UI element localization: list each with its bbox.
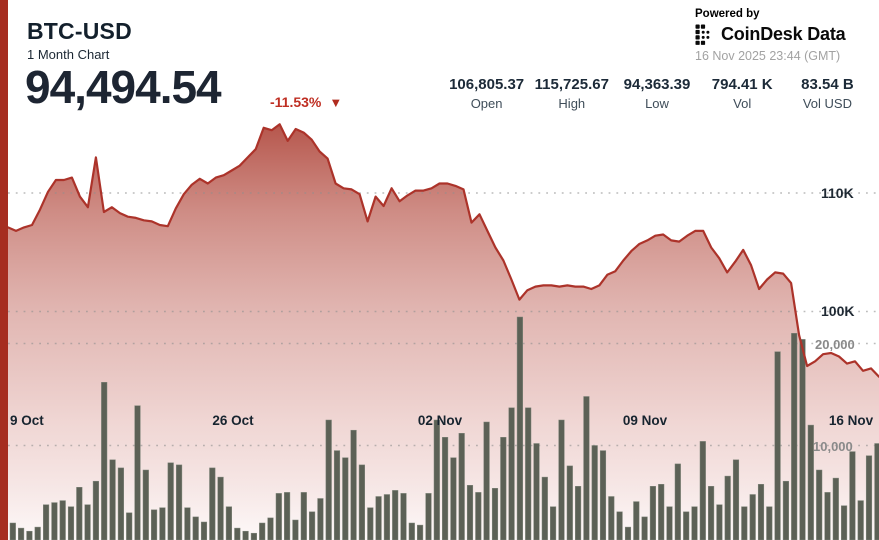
date-tick-02-nov: 02 Nov [417, 413, 463, 428]
stat-vol-usd-label: Vol USD [802, 96, 852, 111]
price-change-percent: -11.53% [270, 94, 322, 110]
brand-block: Powered by CoinDesk Data 16 Nov 2025 2 [695, 8, 875, 63]
price-change: -11.53% ▼ [270, 94, 342, 110]
price-axis-tick-100k: 100K [821, 303, 855, 319]
date-tick-16-nov: 16 Nov [828, 413, 874, 428]
price-line [6, 123, 879, 378]
date-tick-26-oct: 26 Oct [212, 413, 254, 428]
last-price: 94,494.54 [25, 61, 222, 113]
price-area-fill [8, 124, 879, 540]
stat-high-value: 115,725.67 [534, 76, 609, 93]
stat-vol: 794.41 K Vol [700, 76, 785, 111]
stat-vol-usd-value: 83.54 B [801, 76, 854, 93]
stat-vol-value: 794.41 K [711, 76, 773, 93]
quote-timestamp: 16 Nov 2025 23:44 (GMT) [695, 49, 841, 63]
coindesk-logo-link[interactable]: CoinDesk Data [695, 24, 875, 45]
stat-high-label: High [558, 96, 586, 111]
dotted-gridlines [8, 192, 879, 447]
date-tick-09-nov: 09 Nov [622, 413, 668, 428]
volume-axis-tick-10000: 10,000 [813, 439, 853, 454]
stat-low-value: 94,363.39 [623, 76, 691, 93]
stat-vol-label: Vol [733, 96, 752, 111]
stat-high: 115,725.67 High [529, 76, 614, 111]
price-axis-tick-110k: 110K [821, 185, 854, 201]
stat-low-label: Low [645, 96, 669, 111]
stat-open-label: Open [470, 96, 503, 111]
stat-low: 94,363.39 Low [614, 76, 699, 111]
powered-by-label: Powered by [695, 8, 760, 20]
down-triangle-icon: ▼ [329, 95, 343, 110]
symbol-title: BTC-USD [27, 18, 132, 44]
coindesk-logo-icon [695, 24, 710, 45]
left-accent-bar [0, 0, 8, 540]
chart-range-subtitle: 1 Month Chart [27, 47, 110, 62]
volume-bars [9, 316, 879, 540]
date-tick-19-oct: 9 Oct [10, 413, 44, 428]
stats-row: 106,805.37 Open 115,725.67 High 94,363.3… [444, 76, 870, 111]
stat-open: 106,805.37 Open [444, 76, 529, 111]
volume-axis-tick-20000: 20,000 [815, 337, 855, 352]
stat-open-value: 106,805.37 [449, 76, 525, 93]
coindesk-data-wordmark: CoinDesk Data [721, 24, 846, 44]
stat-vol-usd: 83.54 B Vol USD [785, 76, 870, 111]
